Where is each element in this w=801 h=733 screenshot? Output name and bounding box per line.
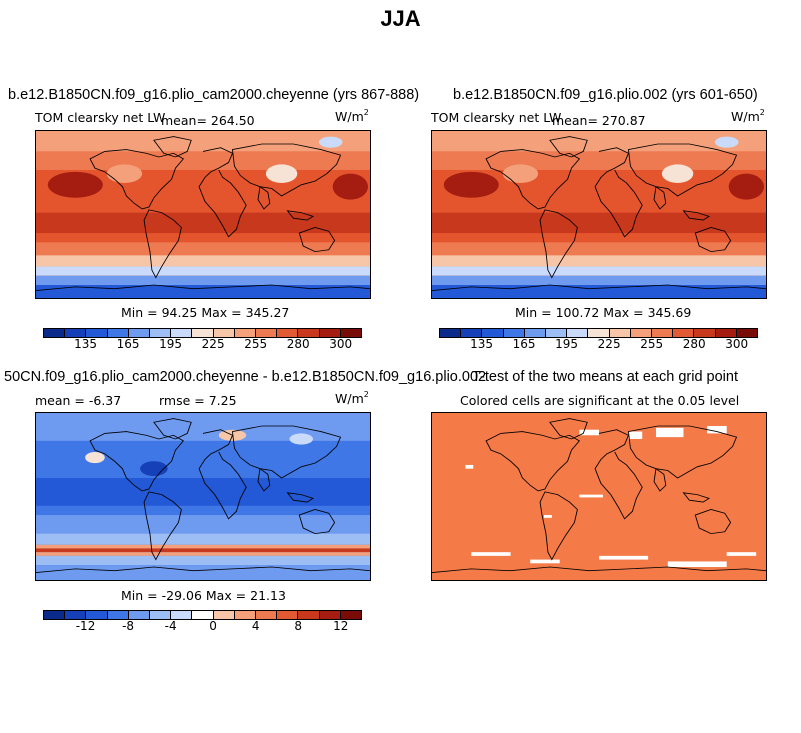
colorbar-tick-label: 8 <box>294 619 303 633</box>
mean-label-bottom-left: mean = -6.37 <box>35 393 122 408</box>
colorbar-tick-label: -8 <box>122 619 135 633</box>
colorbar-swatch <box>298 329 320 337</box>
colorbar-top-left <box>43 328 362 338</box>
colorbar-swatch <box>150 329 172 337</box>
panel-title-bottom-right: T-test of the two means at each grid poi… <box>472 369 738 385</box>
mean-label-top-left: mean= 264.50 <box>161 113 255 128</box>
minmax-label-top-right: Min = 100.72 Max = 345.69 <box>515 305 692 320</box>
colorbar-swatch <box>340 329 362 337</box>
colorbar-tick-label: 300 <box>725 337 749 351</box>
colorbar-swatch <box>482 329 504 337</box>
mean-label-top-right: mean= 270.87 <box>552 113 646 128</box>
colorbar-swatch <box>256 329 278 337</box>
rmse-label-bottom-left: rmse = 7.25 <box>159 393 237 408</box>
variable-label-top-right: TOM clearsky net LW <box>431 110 562 125</box>
map-top-left <box>35 130 371 299</box>
minmax-label-bottom-left: Min = -29.06 Max = 21.13 <box>121 588 286 603</box>
colorbar-swatch <box>44 329 66 337</box>
colorbar-swatch <box>694 329 716 337</box>
colorbar-tick-label: 165 <box>116 337 140 351</box>
colorbar-swatch <box>567 329 589 337</box>
colorbar-swatch <box>171 329 193 337</box>
colorbar-tick-label: 255 <box>244 337 268 351</box>
colorbar-tick-label: 12 <box>333 619 349 633</box>
colorbar-tick-label: 280 <box>286 337 310 351</box>
colorbar-swatch <box>736 329 758 337</box>
colorbar-swatch <box>213 611 235 619</box>
field-plot-top-left <box>36 131 370 298</box>
colorbar-swatch <box>715 329 737 337</box>
colorbar-swatch <box>340 611 362 619</box>
colorbar-swatch <box>673 329 695 337</box>
colorbar-swatch <box>609 329 631 337</box>
colorbar-swatch <box>319 329 341 337</box>
panel-subtitle-bottom-right: Colored cells are significant at the 0.0… <box>460 393 740 408</box>
map-top-right <box>431 130 767 299</box>
colorbar-swatch <box>65 611 87 619</box>
variable-label-top-left: TOM clearsky net LW <box>35 110 166 125</box>
colorbar-swatch <box>150 611 172 619</box>
colorbar-tick-label: -12 <box>75 619 96 633</box>
colorbar-swatch <box>277 611 299 619</box>
page-title: JJA <box>380 6 421 31</box>
colorbar-tick-label: 255 <box>640 337 664 351</box>
colorbar-tick-label: 225 <box>201 337 225 351</box>
panel-title-bottom-left: 50CN.f09_g16.plio_cam2000.cheyenne - b.e… <box>4 369 487 385</box>
field-plot-bottom-left <box>36 413 370 580</box>
colorbar-swatch <box>256 611 278 619</box>
colorbar-ticks-bottom-left: -12 -8 -4 0 4 8 12 <box>43 619 362 635</box>
colorbar-tick-label: 195 <box>555 337 579 351</box>
colorbar-tick-label: 135 <box>470 337 493 351</box>
colorbar-swatch <box>128 329 151 337</box>
colorbar-swatch <box>44 611 66 619</box>
map-bottom-left <box>35 412 371 581</box>
colorbar-bottom-left <box>43 610 362 620</box>
colorbar-swatch <box>107 329 129 337</box>
colorbar-swatch <box>277 329 299 337</box>
panel-title-top-right: b.e12.B1850CN.f09_g16.plio.002 (yrs 601-… <box>453 87 758 103</box>
colorbar-swatch <box>171 611 193 619</box>
units-label-top-right: W/m2 <box>731 108 765 124</box>
colorbar-swatch <box>524 329 547 337</box>
colorbar-ticks-top-left: 135 165 195 225 255 280 300 <box>43 337 362 353</box>
colorbar-tick-label: 280 <box>682 337 706 351</box>
colorbar-tick-label: 300 <box>329 337 353 351</box>
colorbar-tick-label: 225 <box>597 337 621 351</box>
map-bottom-right <box>431 412 767 581</box>
colorbar-swatch <box>86 329 108 337</box>
colorbar-swatch <box>588 329 610 337</box>
colorbar-swatch <box>86 611 108 619</box>
colorbar-swatch <box>192 611 214 619</box>
colorbar-swatch <box>234 611 257 619</box>
colorbar-tick-label: 165 <box>512 337 536 351</box>
colorbar-swatch <box>128 611 151 619</box>
colorbar-tick-label: -4 <box>164 619 177 633</box>
colorbar-ticks-top-right: 135 165 195 225 255 280 300 <box>439 337 758 353</box>
colorbar-tick-label: 135 <box>74 337 97 351</box>
panel-title-top-left: b.e12.B1850CN.f09_g16.plio_cam2000.cheye… <box>8 87 420 103</box>
colorbar-swatch <box>298 611 320 619</box>
colorbar-swatch <box>630 329 653 337</box>
colorbar-swatch <box>652 329 674 337</box>
colorbar-swatch <box>319 611 341 619</box>
colorbar-swatch <box>65 329 87 337</box>
colorbar-swatch <box>440 329 462 337</box>
minmax-label-top-left: Min = 94.25 Max = 345.27 <box>121 305 290 320</box>
colorbar-tick-label: 4 <box>251 619 260 633</box>
colorbar-swatch <box>192 329 214 337</box>
field-plot-top-right <box>432 131 766 298</box>
colorbar-swatch <box>234 329 257 337</box>
units-label-bottom-left: W/m2 <box>335 390 369 406</box>
colorbar-swatch <box>461 329 483 337</box>
colorbar-tick-label: 195 <box>159 337 183 351</box>
significance-plot-bottom-right <box>432 413 766 580</box>
colorbar-swatch <box>107 611 129 619</box>
colorbar-swatch <box>213 329 235 337</box>
colorbar-swatch <box>546 329 568 337</box>
colorbar-tick-label: 0 <box>209 619 217 633</box>
colorbar-swatch <box>503 329 525 337</box>
units-label-top-left: W/m2 <box>335 108 369 124</box>
colorbar-top-right <box>439 328 758 338</box>
